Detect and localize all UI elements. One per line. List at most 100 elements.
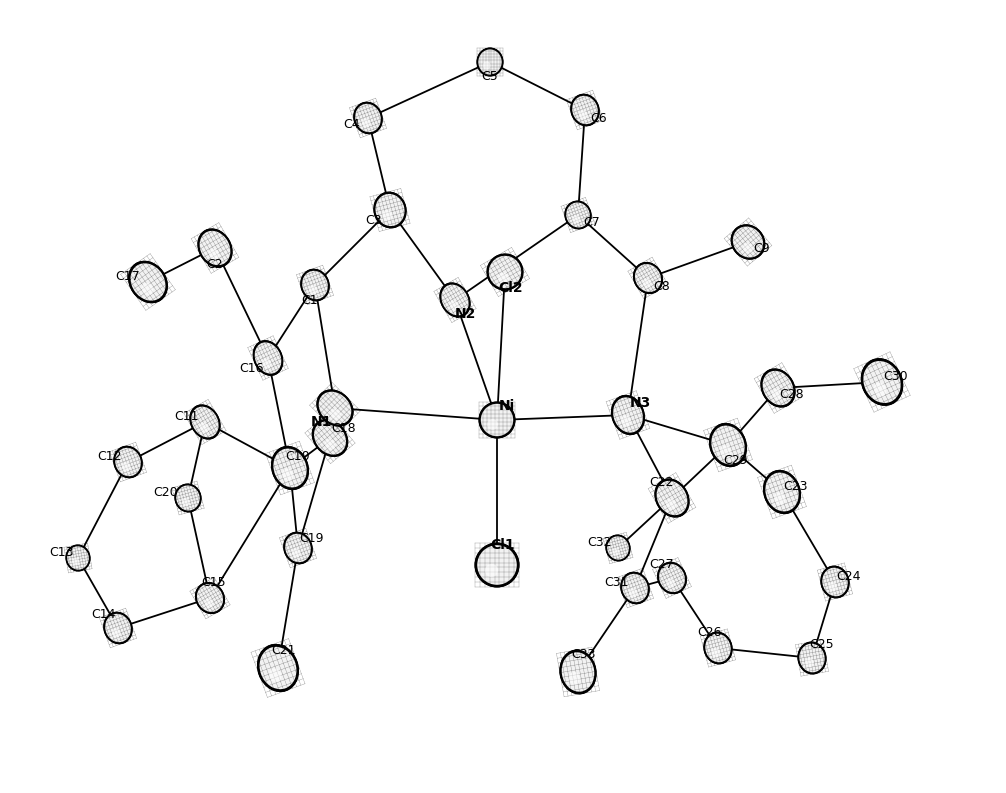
Ellipse shape — [711, 648, 720, 657]
Ellipse shape — [710, 639, 723, 653]
Ellipse shape — [774, 379, 781, 388]
Ellipse shape — [665, 569, 678, 583]
Ellipse shape — [447, 289, 463, 307]
Ellipse shape — [142, 271, 153, 284]
Ellipse shape — [206, 591, 212, 598]
Ellipse shape — [115, 622, 119, 626]
Ellipse shape — [625, 408, 628, 412]
Ellipse shape — [666, 569, 677, 581]
Text: C28: C28 — [780, 388, 805, 400]
Ellipse shape — [771, 377, 784, 392]
Ellipse shape — [502, 266, 505, 269]
Ellipse shape — [328, 398, 342, 412]
Ellipse shape — [381, 200, 396, 216]
Ellipse shape — [195, 583, 224, 614]
Ellipse shape — [268, 654, 286, 676]
Ellipse shape — [608, 537, 628, 558]
Ellipse shape — [774, 492, 786, 505]
Ellipse shape — [282, 468, 293, 481]
Text: C20: C20 — [154, 485, 178, 499]
Ellipse shape — [487, 410, 503, 426]
Ellipse shape — [776, 381, 779, 384]
Ellipse shape — [633, 583, 635, 585]
Ellipse shape — [119, 451, 136, 470]
Ellipse shape — [115, 448, 141, 477]
Ellipse shape — [321, 426, 339, 445]
Ellipse shape — [487, 419, 498, 430]
Ellipse shape — [449, 290, 460, 304]
Ellipse shape — [274, 449, 307, 488]
Ellipse shape — [110, 618, 125, 634]
Ellipse shape — [204, 235, 224, 258]
Ellipse shape — [283, 458, 294, 470]
Ellipse shape — [865, 362, 899, 400]
Ellipse shape — [635, 264, 661, 292]
Text: Cl1: Cl1 — [491, 538, 515, 552]
Ellipse shape — [641, 269, 654, 282]
Ellipse shape — [305, 274, 324, 294]
Ellipse shape — [490, 257, 520, 286]
Ellipse shape — [318, 424, 342, 449]
Ellipse shape — [319, 392, 351, 424]
Ellipse shape — [197, 584, 223, 612]
Ellipse shape — [667, 489, 675, 498]
Ellipse shape — [621, 573, 649, 603]
Ellipse shape — [567, 658, 586, 681]
Ellipse shape — [275, 661, 278, 664]
Ellipse shape — [870, 367, 892, 392]
Ellipse shape — [768, 374, 788, 397]
Ellipse shape — [200, 586, 219, 607]
Ellipse shape — [484, 407, 508, 431]
Ellipse shape — [281, 455, 297, 475]
Ellipse shape — [308, 276, 321, 290]
Ellipse shape — [772, 478, 791, 501]
Ellipse shape — [624, 576, 646, 599]
Ellipse shape — [741, 232, 754, 245]
Ellipse shape — [767, 374, 790, 400]
Ellipse shape — [778, 484, 783, 490]
Ellipse shape — [66, 545, 90, 571]
Text: C12: C12 — [98, 450, 123, 462]
Ellipse shape — [629, 580, 639, 592]
Ellipse shape — [721, 435, 732, 447]
Ellipse shape — [646, 273, 648, 275]
Ellipse shape — [278, 453, 301, 479]
Ellipse shape — [289, 537, 306, 556]
Ellipse shape — [191, 407, 218, 438]
Ellipse shape — [769, 376, 787, 396]
Ellipse shape — [323, 427, 336, 442]
Ellipse shape — [303, 272, 327, 297]
Ellipse shape — [140, 270, 155, 286]
Ellipse shape — [483, 61, 491, 70]
Ellipse shape — [266, 352, 268, 354]
Ellipse shape — [489, 412, 500, 423]
Ellipse shape — [486, 554, 503, 570]
Ellipse shape — [116, 623, 118, 625]
Ellipse shape — [482, 405, 511, 435]
Text: C3: C3 — [366, 213, 382, 227]
Ellipse shape — [69, 549, 86, 566]
Ellipse shape — [735, 228, 761, 254]
Ellipse shape — [485, 56, 491, 63]
Ellipse shape — [611, 540, 624, 554]
Text: C31: C31 — [605, 576, 629, 588]
Ellipse shape — [288, 536, 307, 557]
Ellipse shape — [876, 372, 885, 382]
Ellipse shape — [487, 254, 523, 290]
Ellipse shape — [257, 344, 279, 370]
Ellipse shape — [312, 419, 348, 457]
Ellipse shape — [479, 546, 515, 583]
Ellipse shape — [568, 660, 584, 679]
Ellipse shape — [774, 481, 788, 496]
Ellipse shape — [106, 615, 130, 641]
Ellipse shape — [176, 485, 200, 511]
Ellipse shape — [861, 358, 902, 405]
Ellipse shape — [488, 411, 502, 424]
Text: Cl2: Cl2 — [499, 281, 523, 295]
Ellipse shape — [212, 241, 215, 244]
Ellipse shape — [377, 196, 401, 223]
Ellipse shape — [384, 202, 391, 210]
Ellipse shape — [493, 259, 517, 283]
Ellipse shape — [142, 283, 153, 295]
Ellipse shape — [807, 652, 814, 659]
